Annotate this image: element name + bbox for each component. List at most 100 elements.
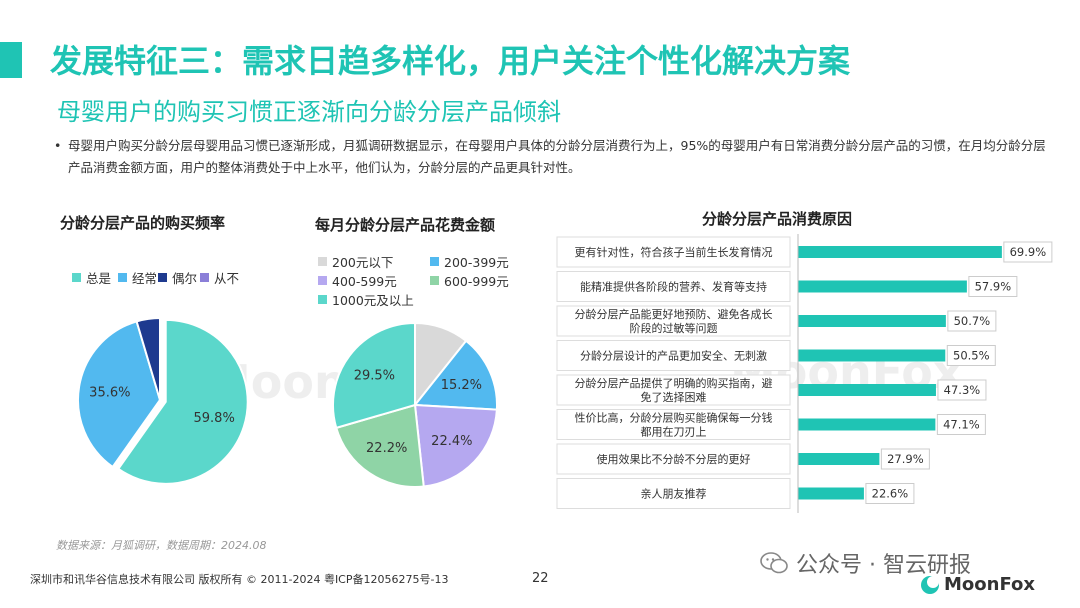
chart-title-reasons: 分龄分层产品消费原因 [702,210,853,228]
legend-label: 200-399元 [444,255,509,270]
bar-value-label: 22.6% [872,487,909,501]
legend-item: 偶尔 [158,268,197,287]
bar-category-label: 能精准提供各阶段的营养、发育等支持 [580,280,767,294]
legend-swatch [318,257,327,266]
bar-category-box [556,305,791,337]
bar-category-box [556,409,791,440]
legend-label: 经常 [132,271,158,286]
bar-category-label: 分龄分层产品提供了明确的购买指南，避 [575,376,773,390]
bar-chart-reasons: 更有针对性，符合孩子当前生长发育情况 69.9% 能精准提供各阶段的营养、发育等支持… [556,234,1053,513]
page-number: 22 [532,571,549,586]
page-subtitle: 母婴用户的购买习惯正逐渐向分龄分层产品倾斜 [57,98,561,126]
legend-item: 从不 [200,268,239,287]
bullet-marker: • [54,138,62,153]
bar [798,384,936,396]
wechat-watermark-text: 公众号 · 智云研报 [796,553,971,578]
bar-value-box [880,448,930,470]
bar-value-label: 50.7% [954,314,991,328]
bar-category-label: 分龄分层设计的产品更加安全、无刺激 [580,349,767,363]
page-title: 发展特征三：需求日趋多样化，用户关注个性化解决方案 [50,42,851,80]
bar-value-box [865,483,915,504]
bar-value-box [936,414,986,435]
legend-label: 偶尔 [172,271,198,286]
legend-item: 200元以下 [318,252,393,271]
legend-swatch [118,273,127,282]
pie-slice [77,320,162,469]
bar-value-label: 27.9% [887,452,924,466]
bar [798,349,946,362]
legend-item: 200-399元 [430,252,509,271]
pie-slice-label: 22.4% [431,434,472,449]
bar-category-label: 都用在刀刃上 [641,426,707,439]
legend-swatch [430,276,439,285]
pie-slice [413,339,498,411]
bar-value-box [947,310,997,332]
pie-chart-spending: 15.2% 22.4% 22.2% 29.5% [332,321,498,488]
pie-slice [135,316,161,401]
pie-slice [413,403,498,488]
bar-value-box [1003,241,1053,263]
bar-category-box [556,271,791,302]
bar-value-label: 69.9% [1010,245,1047,259]
legend-label: 总是 [86,271,112,286]
bar-category-label: 分龄分层产品能更好地预防、避免各成长 [575,307,773,321]
moonfox-icon [921,575,939,594]
bar-category-box [556,443,791,475]
bar [798,246,1002,258]
pie-slice-label: 22.2% [366,441,407,456]
wechat-icon [760,552,788,574]
bar-category-label: 性价比高，分龄分层购买能确保每一分钱 [575,411,773,425]
legend-swatch [158,273,167,282]
bar-category-label: 亲人朋友推荐 [641,487,707,501]
summary-text: 母婴用户购买分龄分层母婴用品习惯已逐渐形成，月狐调研数据显示，在母婴用户具体的分… [68,138,1046,175]
legend-label: 600-999元 [444,274,509,289]
bar [798,315,946,327]
bar-category-label: 免了选择困难 [641,390,707,404]
legend-label: 从不 [214,271,240,286]
chart-title-spending: 每月分龄分层产品花费金额 [315,216,496,234]
title-accent-bar [0,42,22,78]
brand-logo: MoonFox [920,574,1035,595]
bar-value-label: 50.5% [953,349,990,363]
legend-item: 经常 [118,268,157,287]
brand-name: MoonFox [944,574,1036,595]
pie-slice-label: 59.8% [194,411,235,426]
summary-bullet: • 母婴用户购买分龄分层母婴用品习惯已逐渐形成，月狐调研数据显示，在母婴用户具体… [54,135,1054,179]
legend-swatch [318,295,327,304]
pie-chart-frequency: 59.8% 35.6% [77,316,249,485]
bar-value-box [968,276,1018,297]
bar [798,453,880,465]
data-source-note: 数据来源：月狐调研，数据周期：2024.08 [56,539,267,552]
bar-category-box [556,478,791,509]
bar-value-box [946,345,996,366]
legend-item: 1000元及以上 [318,290,414,309]
copyright-footer: 深圳市和讯华谷信息技术有限公司 版权所有 © 2011-2024 粤ICP备12… [30,573,449,586]
bar-category-label: 更有针对性，符合孩子当前生长发育情况 [575,245,773,259]
pie-slice [116,318,249,485]
bar-category-box [556,236,791,268]
legend-item: 400-599元 [318,271,397,290]
bar [798,280,967,293]
legend-swatch [200,273,209,282]
legend-item: 600-999元 [430,271,509,290]
pie-slice [332,321,416,430]
bar-category-box [556,340,791,371]
bar-category-label: 阶段的过敏等问题 [630,321,718,335]
pie-slice-label: 35.6% [89,386,130,401]
bar-value-box [937,379,987,401]
bar-category-box [556,374,791,406]
bar-value-label: 47.1% [943,418,980,432]
legend-swatch [430,257,439,266]
legend-swatch [318,276,327,285]
legend-label: 200元以下 [332,255,394,270]
pie-slice [335,403,425,488]
bar-value-label: 57.9% [975,280,1012,294]
bar [798,487,864,500]
chart-title-frequency: 分龄分层产品的购买频率 [60,214,226,232]
legend-item: 总是 [72,268,111,287]
pie-slice-label: 29.5% [354,368,395,383]
bar [798,418,936,431]
pie-slice-label: 15.2% [441,378,482,393]
legend-label: 400-599元 [332,274,397,289]
wechat-watermark: 公众号 · 智云研报 [760,547,971,579]
